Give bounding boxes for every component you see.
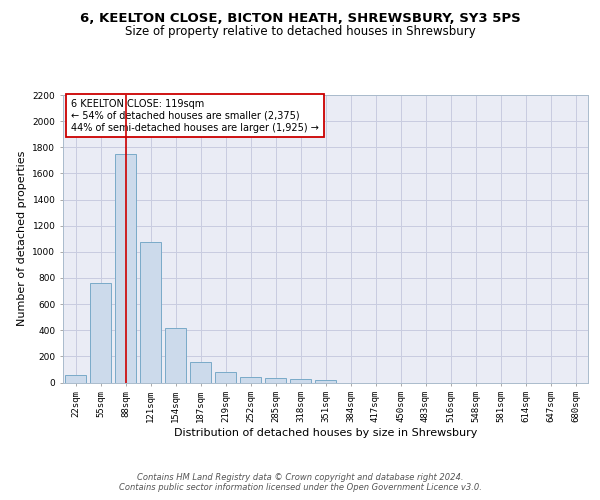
Bar xyxy=(165,328,186,382)
Bar xyxy=(90,283,111,382)
Text: Size of property relative to detached houses in Shrewsbury: Size of property relative to detached ho… xyxy=(125,25,475,38)
Bar xyxy=(65,376,86,382)
Text: 6, KEELTON CLOSE, BICTON HEATH, SHREWSBURY, SY3 5PS: 6, KEELTON CLOSE, BICTON HEATH, SHREWSBU… xyxy=(80,12,520,26)
Bar xyxy=(315,380,336,382)
Bar xyxy=(115,154,136,382)
Bar xyxy=(140,242,161,382)
Text: 6 KEELTON CLOSE: 119sqm
← 54% of detached houses are smaller (2,375)
44% of semi: 6 KEELTON CLOSE: 119sqm ← 54% of detache… xyxy=(71,100,319,132)
Bar xyxy=(190,362,211,382)
X-axis label: Distribution of detached houses by size in Shrewsbury: Distribution of detached houses by size … xyxy=(174,428,477,438)
Text: Contains HM Land Registry data © Crown copyright and database right 2024.
Contai: Contains HM Land Registry data © Crown c… xyxy=(119,473,481,492)
Bar xyxy=(215,372,236,382)
Bar xyxy=(290,379,311,382)
Y-axis label: Number of detached properties: Number of detached properties xyxy=(17,151,27,326)
Bar xyxy=(265,378,286,382)
Bar xyxy=(240,376,261,382)
